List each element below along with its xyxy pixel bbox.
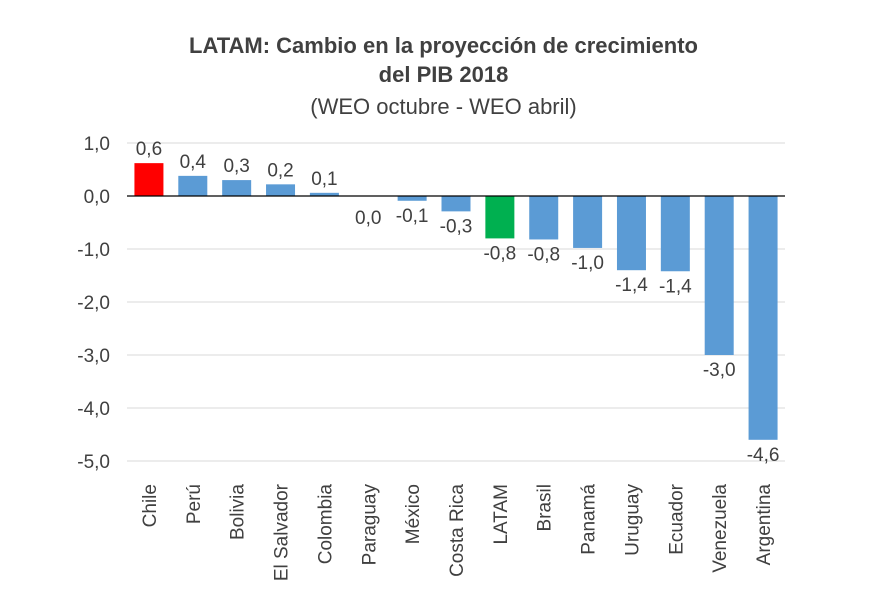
x-tick-label: Costa Rica bbox=[447, 484, 468, 577]
data-label: -4,6 bbox=[747, 445, 780, 466]
data-label: -0,3 bbox=[440, 216, 473, 237]
x-tick-label: Panamá bbox=[579, 484, 600, 555]
x-tick-label: Chile bbox=[140, 484, 161, 527]
x-tick-label: Argentina bbox=[754, 484, 775, 566]
x-tick-label: El Salvador bbox=[272, 483, 293, 581]
bar-12 bbox=[660, 196, 690, 272]
x-tick-label: Brasil bbox=[535, 484, 556, 532]
x-tick-label: Uruguay bbox=[622, 484, 643, 556]
data-label: -3,0 bbox=[703, 360, 736, 381]
y-tick-label: -5,0 bbox=[77, 452, 110, 473]
x-tick-label: Perú bbox=[184, 484, 205, 524]
y-tick-label: -4,0 bbox=[77, 399, 110, 420]
bar-7 bbox=[441, 196, 471, 212]
bar-8 bbox=[485, 196, 515, 239]
y-tick-label: -3,0 bbox=[77, 346, 110, 367]
bar-3 bbox=[266, 184, 296, 196]
data-label: -0,8 bbox=[483, 243, 516, 264]
data-label: 0,3 bbox=[223, 156, 249, 177]
bar-9 bbox=[529, 196, 559, 240]
data-label: -1,0 bbox=[571, 253, 604, 274]
bar-14 bbox=[748, 196, 778, 440]
data-label: -1,4 bbox=[659, 276, 692, 297]
y-tick-label: -2,0 bbox=[77, 293, 110, 314]
bar-1 bbox=[178, 175, 208, 196]
bar-6 bbox=[397, 196, 427, 201]
bar-0 bbox=[134, 163, 164, 196]
bar-4 bbox=[309, 192, 339, 196]
x-tick-label: Colombia bbox=[315, 484, 336, 565]
data-label: 0,6 bbox=[136, 139, 162, 160]
chart-title-line1: LATAM: Cambio en la proyección de crecim… bbox=[189, 33, 698, 58]
y-tick-label: 0,0 bbox=[84, 187, 110, 208]
x-tick-label: Paraguay bbox=[359, 484, 380, 566]
data-label: 0,2 bbox=[267, 160, 293, 181]
data-label: -0,1 bbox=[396, 206, 429, 227]
x-tick-label: México bbox=[403, 484, 424, 544]
bar-13 bbox=[704, 196, 734, 355]
bar-2 bbox=[222, 180, 252, 196]
y-tick-label: -1,0 bbox=[77, 240, 110, 261]
chart-title-line2: del PIB 2018 bbox=[378, 62, 509, 87]
x-tick-label: Venezuela bbox=[710, 484, 731, 573]
data-label: -0,8 bbox=[527, 244, 560, 265]
data-label: 0,0 bbox=[355, 208, 381, 229]
x-tick-label: LATAM bbox=[491, 484, 512, 545]
data-label: -1,4 bbox=[615, 275, 648, 296]
data-label: 0,4 bbox=[180, 152, 207, 173]
bar-10 bbox=[573, 196, 603, 248]
x-tick-label: Ecuador bbox=[666, 483, 687, 554]
y-tick-label: 1,0 bbox=[84, 134, 110, 155]
chart-subtitle: (WEO octubre - WEO abril) bbox=[310, 94, 577, 119]
data-label: 0,1 bbox=[311, 169, 337, 190]
bar-11 bbox=[616, 196, 646, 271]
x-tick-label: Bolivia bbox=[228, 484, 249, 540]
